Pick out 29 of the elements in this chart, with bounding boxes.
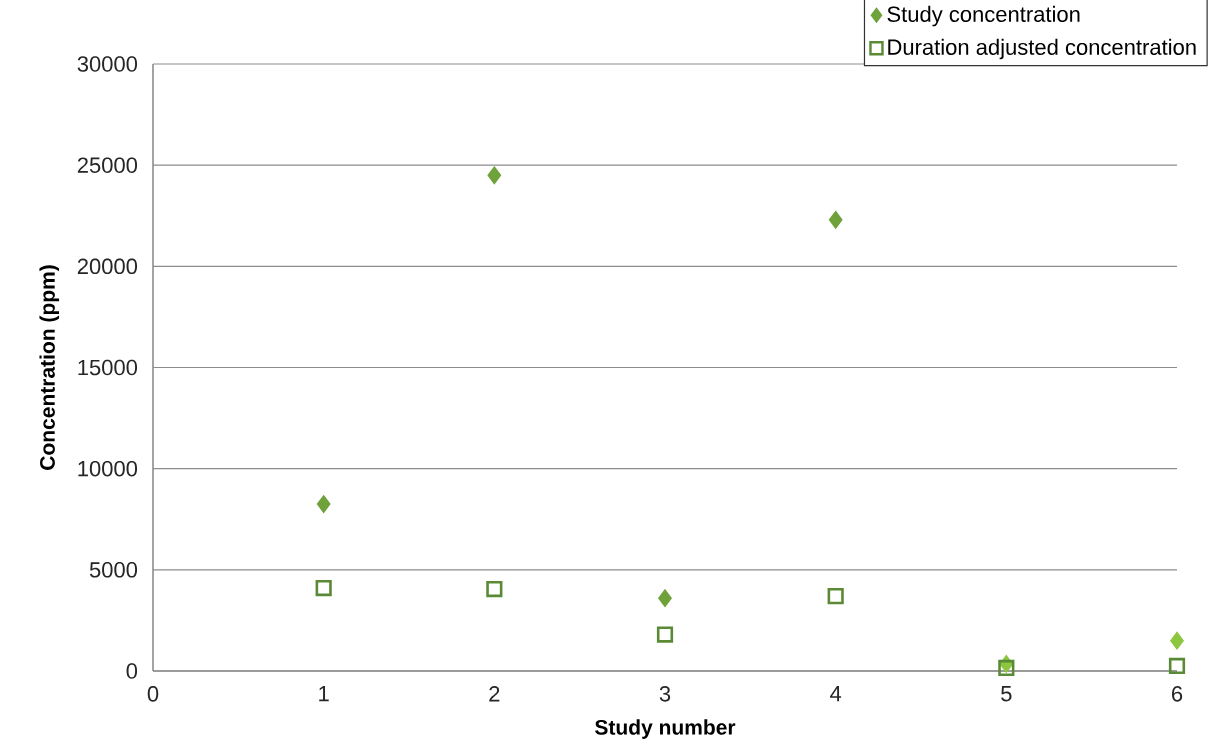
point — [487, 166, 502, 184]
y-tick-label: 25000 — [77, 157, 138, 173]
x-tick-label: 4 — [830, 686, 842, 702]
point — [828, 211, 843, 229]
x-tick-label: 0 — [147, 686, 159, 702]
x-axis-title: Study number — [595, 719, 736, 739]
y-tick-label: 0 — [126, 663, 138, 679]
point — [656, 626, 674, 643]
y-tick-label: 10000 — [78, 460, 138, 477]
point — [486, 580, 503, 598]
point — [658, 589, 672, 607]
y-tick-label: 30000 — [77, 56, 138, 72]
legend-label: Duration adjusted concentration — [888, 38, 1196, 60]
point — [316, 495, 331, 513]
point — [315, 579, 332, 597]
legend-label: Study concentration — [887, 5, 1080, 27]
point — [1170, 632, 1184, 650]
x-tick-label: 1 — [319, 686, 329, 702]
point — [998, 659, 1015, 677]
x-tick-label: 3 — [659, 686, 671, 702]
y-tick-label: 5000 — [89, 562, 138, 578]
y-tick-label: 20000 — [77, 258, 138, 275]
point — [1168, 657, 1186, 675]
y-axis-title: Concentration (ppm) — [39, 265, 60, 470]
y-tick-label: 15000 — [78, 359, 138, 376]
point — [827, 588, 844, 605]
x-tick-label: 2 — [489, 686, 500, 702]
x-tick-label: 6 — [1172, 686, 1183, 702]
x-tick-label: 5 — [1001, 686, 1012, 702]
